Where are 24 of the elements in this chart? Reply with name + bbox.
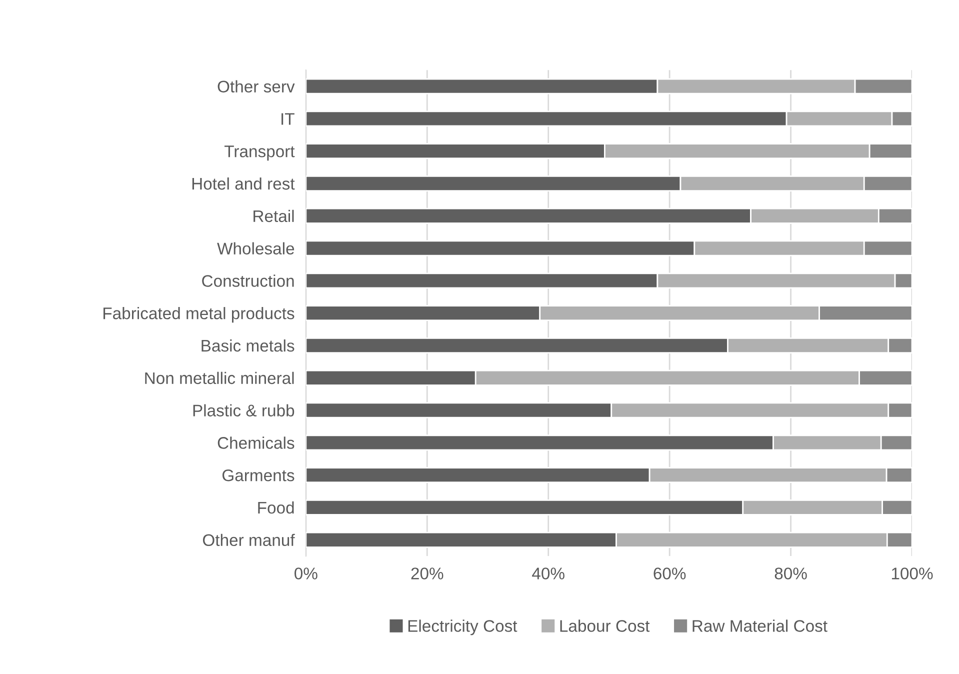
y-tick-label: Non metallic mineral	[145, 372, 294, 384]
y-tick-label: Plastic & rubb	[193, 404, 294, 416]
x-tick-label: 40%	[532, 568, 564, 580]
y-tick-label: Basic metals	[202, 339, 294, 352]
y-tick-label: Chemicals	[218, 436, 294, 449]
x-tick-label: 60%	[654, 568, 686, 580]
x-tick-label: 0%	[294, 568, 318, 580]
y-tick-label: Garments	[222, 469, 294, 482]
y-tick-label: Hotel and rest	[192, 177, 295, 190]
y-tick-label: Other serv	[218, 80, 295, 92]
x-tick-label: 100%	[892, 568, 933, 580]
y-tick-label: Other manuf	[202, 534, 295, 546]
y-tick-label: Wholesale	[217, 242, 294, 254]
x-tick-label: 20%	[411, 568, 444, 580]
y-tick-label: Retail	[254, 210, 294, 222]
y-tick-label: IT	[282, 113, 294, 125]
y-tick-label: Transport	[224, 146, 295, 161]
y-tick-label: Construction	[202, 274, 294, 287]
legend-label: Labour Cost	[560, 620, 650, 632]
y-tick-label: Food	[258, 501, 294, 514]
x-tick-label: 80%	[774, 568, 807, 580]
legend-label: Electricity Cost	[408, 620, 518, 636]
y-tick-label: Fabricated metal products	[104, 307, 294, 323]
legend-label: Raw Material Cost	[692, 620, 828, 632]
